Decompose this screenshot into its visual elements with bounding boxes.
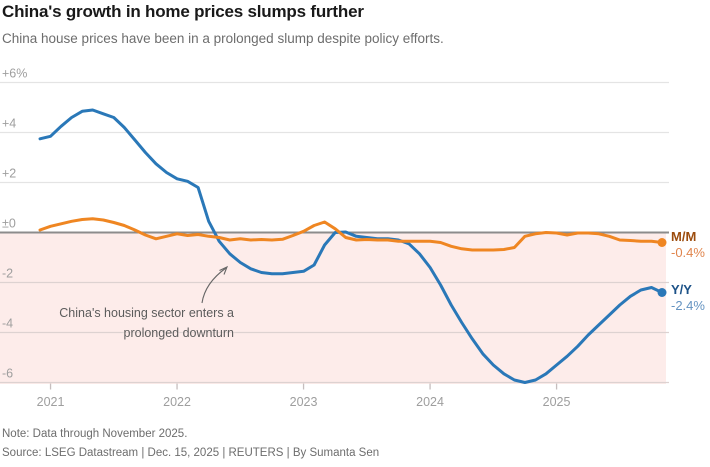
y-axis-label: -4 (2, 317, 13, 331)
x-axis-label: 2023 (290, 395, 318, 409)
page-subtitle: China house prices have been in a prolon… (2, 31, 444, 46)
yy-series-name: Y/Y (671, 282, 692, 297)
page-title: China's growth in home prices slumps fur… (2, 2, 364, 21)
mm-end-dot (657, 238, 667, 247)
annotation-text: China's housing sector enters a prolonge… (0, 303, 234, 343)
y-axis-label: -2 (2, 267, 13, 281)
source-line: Source: LSEG Datastream | Dec. 15, 2025 … (2, 447, 380, 459)
yy-latest-value: -2.4% (671, 298, 705, 313)
negative-region-shading (0, 232, 666, 384)
yy-line (38, 108, 664, 384)
y-axis-label: -6 (2, 367, 13, 381)
annotation-line-1: China's housing sector enters a (59, 306, 234, 320)
footnote: Note: Data through November 2025. (2, 428, 188, 440)
mm-latest-value: -0.4% (671, 245, 705, 260)
yy-end-dot (657, 288, 667, 297)
y-axis-label: +6% (2, 67, 27, 81)
annotation-arrow (201, 267, 227, 304)
series-label-mm: M/M -0.4% (671, 229, 710, 261)
annotation-line-2: prolonged downturn (123, 326, 235, 340)
x-axis-label: 2024 (416, 395, 444, 409)
y-axis-label: +2 (2, 167, 16, 181)
x-axis-label: 2022 (163, 395, 191, 409)
annotation-arrowhead (219, 265, 229, 275)
y-axis-label: +4 (2, 117, 16, 131)
x-axis-label: 2025 (543, 395, 571, 409)
mm-series-name: M/M (671, 229, 697, 244)
series-label-yy: Y/Y -2.4% (671, 282, 710, 314)
x-axis-label: 2021 (37, 395, 65, 409)
y-axis-label: ±0 (2, 217, 16, 231)
mm-line (38, 217, 664, 252)
